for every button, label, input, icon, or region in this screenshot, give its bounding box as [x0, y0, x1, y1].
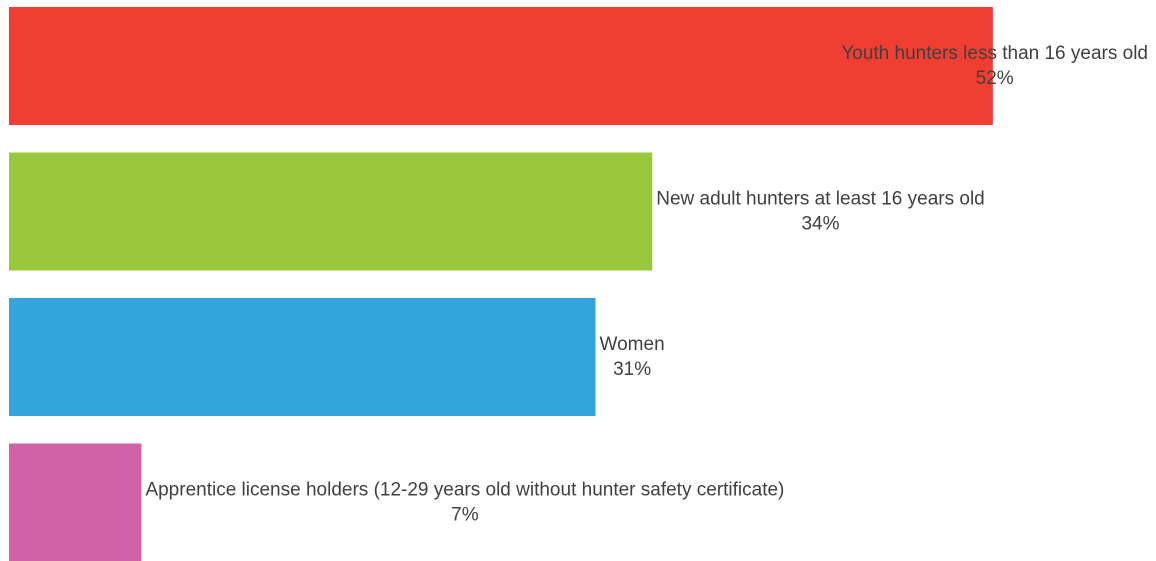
- bar: [9, 298, 596, 416]
- category-label: Apprentice license holders (12-29 years …: [145, 480, 784, 501]
- bar: [9, 152, 653, 271]
- value-label: 7%: [451, 505, 479, 526]
- category-label: Women: [600, 334, 665, 355]
- category-label: Youth hunters less than 16 years old: [841, 43, 1148, 64]
- bar: [9, 443, 142, 561]
- value-label: 34%: [801, 214, 839, 235]
- value-label: 31%: [613, 359, 651, 380]
- bar: [9, 7, 993, 125]
- category-label: New adult hunters at least 16 years old: [656, 189, 984, 210]
- value-label: 52%: [976, 68, 1014, 89]
